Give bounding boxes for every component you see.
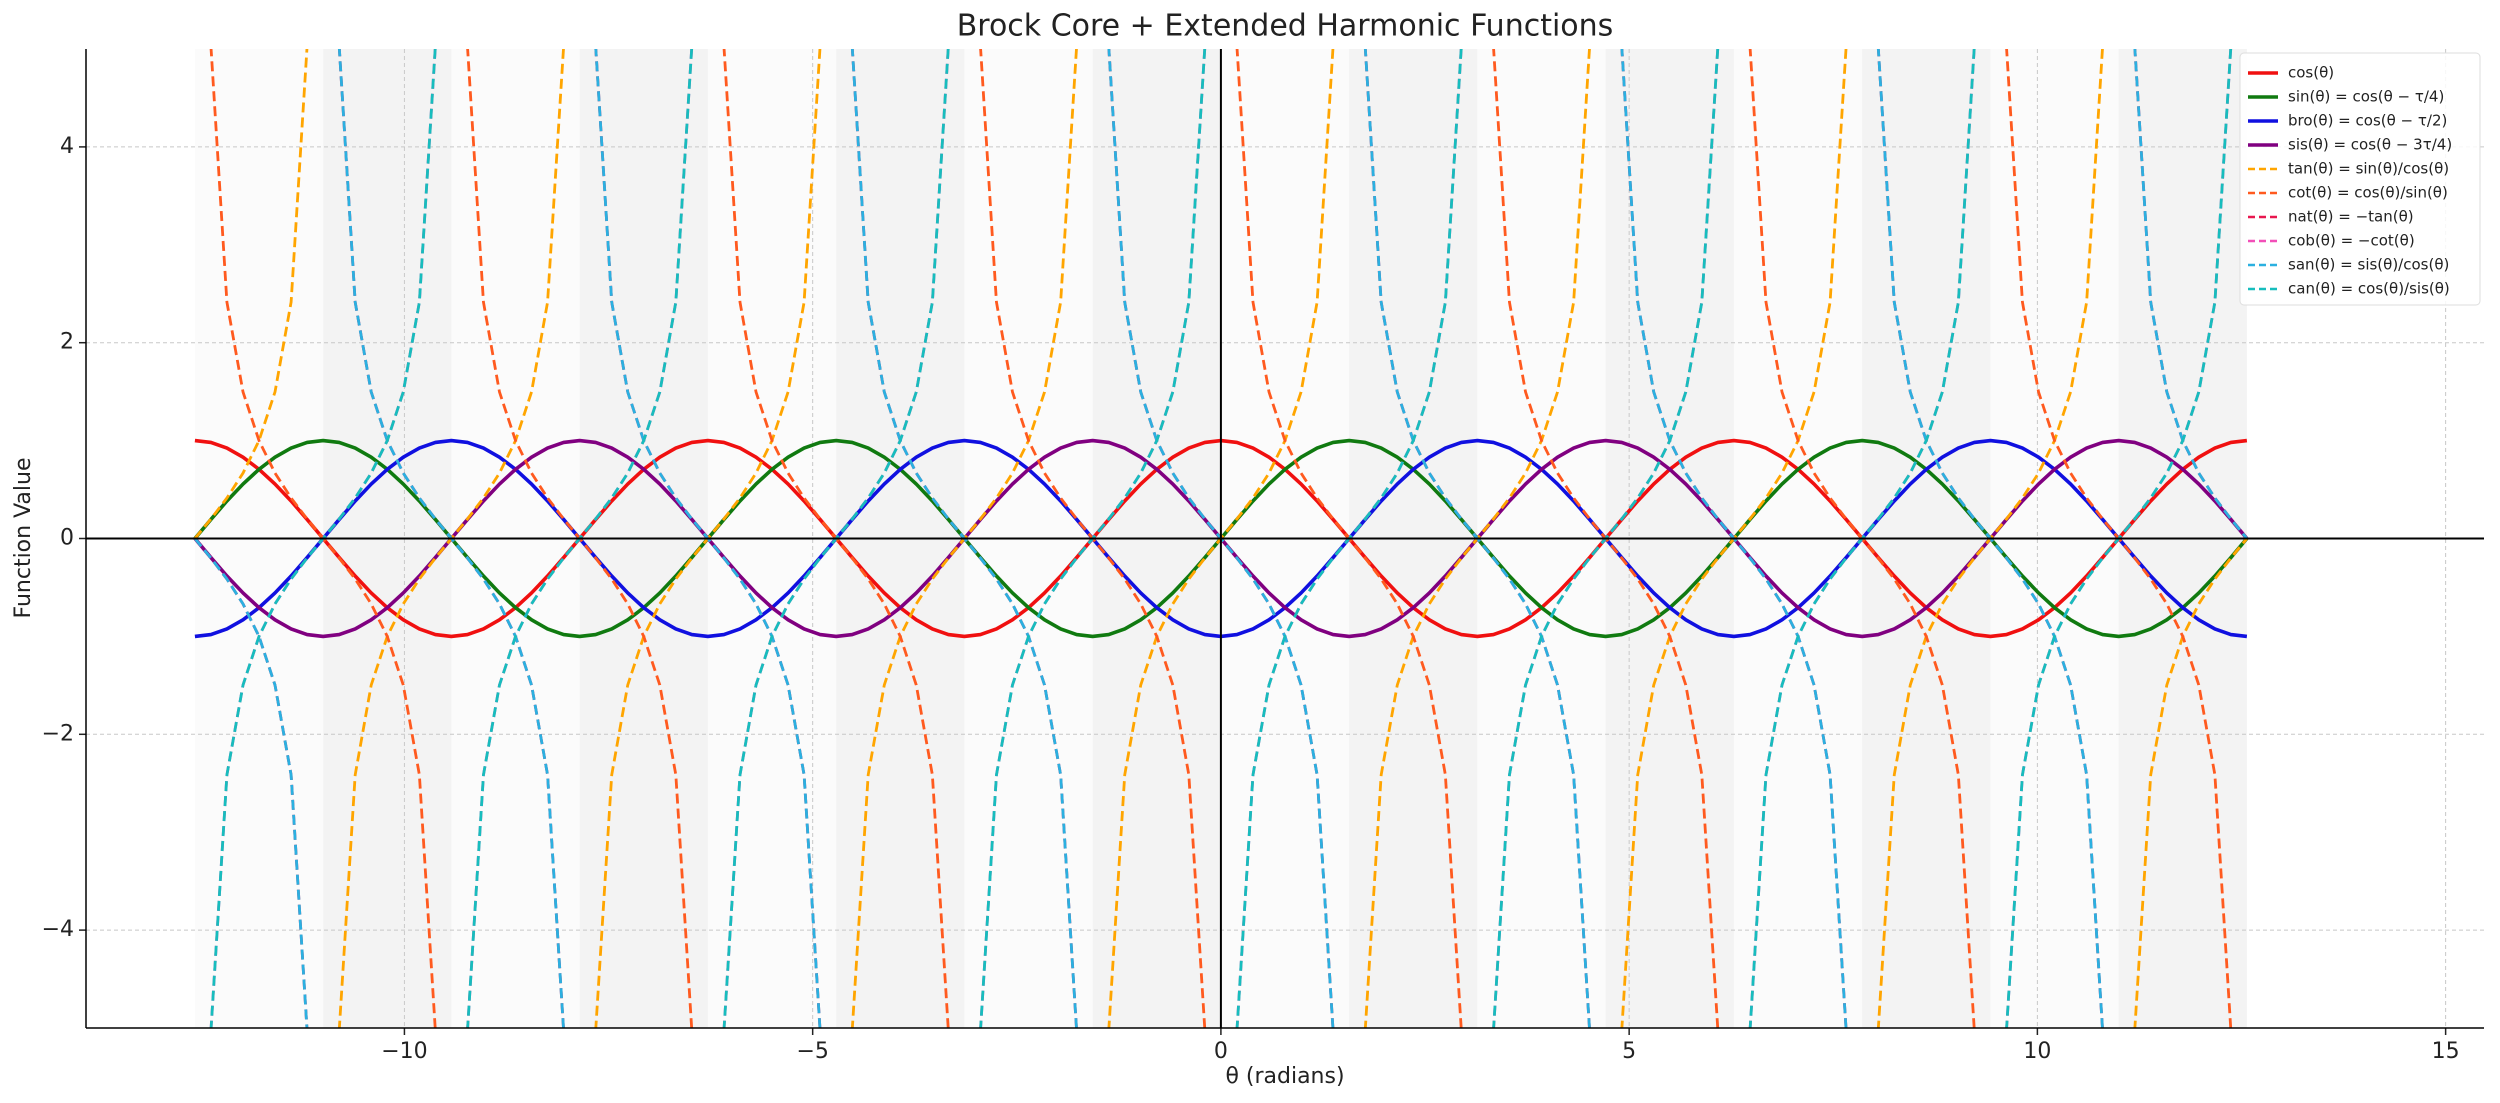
legend-label: cob(θ) = −cot(θ) — [2288, 232, 2415, 250]
y-tick-label: 4 — [60, 134, 74, 159]
legend-label: sis(θ) = cos(θ − 3τ/4) — [2288, 136, 2452, 154]
legend-label: nat(θ) = −tan(θ) — [2288, 208, 2414, 226]
x-tick-label: 10 — [2023, 1039, 2051, 1064]
x-tick-label: 5 — [1622, 1039, 1636, 1064]
y-tick-label: −2 — [42, 721, 74, 746]
y-tick-label: 2 — [60, 330, 74, 355]
legend-label: cot(θ) = cos(θ)/sin(θ) — [2288, 184, 2448, 202]
chart-title: Brock Core + Extended Harmonic Functions — [957, 9, 1614, 44]
axes: −10 −5 0 5 10 15 −4 −2 0 2 4 — [42, 49, 2484, 1064]
legend-label: cos(θ) — [2288, 64, 2334, 82]
legend-label: tan(θ) = sin(θ)/cos(θ) — [2288, 160, 2449, 178]
y-tick-label: −4 — [42, 917, 74, 942]
x-tick-label: 0 — [1214, 1039, 1228, 1064]
legend-label: sin(θ) = cos(θ − τ/4) — [2288, 88, 2444, 106]
x-axis-label: θ (radians) — [1225, 1064, 1344, 1089]
x-tick-label: −5 — [796, 1039, 828, 1064]
x-tick-label: 15 — [2432, 1039, 2460, 1064]
legend-label: can(θ) = cos(θ)/sis(θ) — [2288, 280, 2450, 298]
legend-label: san(θ) = sis(θ)/cos(θ) — [2288, 256, 2449, 274]
legend-label: bro(θ) = cos(θ − τ/2) — [2288, 112, 2447, 130]
x-tick-label: −10 — [381, 1039, 427, 1064]
y-axis-label: Function Value — [11, 458, 36, 619]
legend-box — [2239, 52, 2481, 306]
y-tick-label: 0 — [60, 526, 74, 551]
legend: cos(θ) sin(θ) = cos(θ − τ/4) bro(θ) = cos(… — [2239, 52, 2481, 306]
